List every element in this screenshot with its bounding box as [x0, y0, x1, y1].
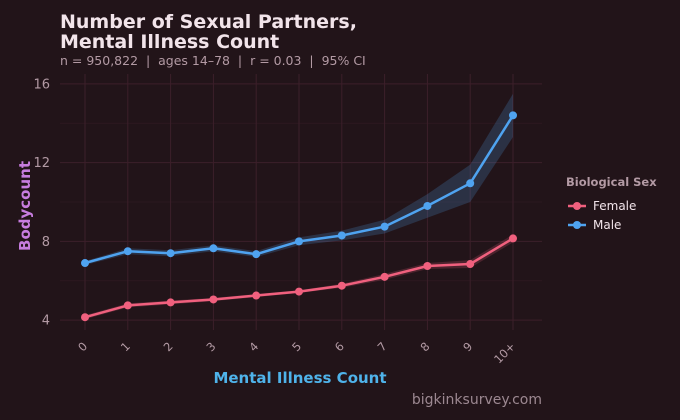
- y-tick-label: 8: [42, 235, 50, 250]
- data-point-male: [466, 179, 475, 188]
- data-point-female: [123, 301, 132, 310]
- data-point-male: [123, 247, 132, 256]
- x-tick-label: 6: [332, 339, 347, 354]
- ci-band-layer: [85, 93, 513, 320]
- data-point-female: [423, 262, 432, 270]
- x-tick-label: 1: [118, 339, 133, 354]
- chart-title-line-1: Number of Sexual Partners,: [60, 11, 357, 33]
- legend: Biological Sex Female Male: [566, 175, 657, 232]
- x-tick-label: 7: [375, 339, 390, 354]
- x-tick-label: 0: [75, 339, 90, 354]
- legend-label: Female: [593, 199, 636, 213]
- legend-label: Male: [593, 218, 621, 232]
- data-point-female: [81, 313, 89, 322]
- x-tick-labels: 0 1 2 3 4 5 6 7 8 9 10+: [75, 339, 518, 366]
- data-point-female: [337, 281, 346, 290]
- data-point-female: [295, 287, 303, 296]
- x-tick-label: 8: [417, 339, 432, 354]
- y-tick-labels: 4 8 12 16: [33, 77, 50, 328]
- data-point-male: [423, 201, 432, 210]
- legend-items: Female Male: [568, 199, 636, 232]
- x-tick-label: 5: [289, 339, 304, 354]
- ci-band-male: [85, 93, 513, 265]
- data-point-female: [252, 291, 261, 300]
- x-tick-label: 3: [203, 339, 218, 354]
- legend-swatch-dot: [573, 221, 581, 229]
- data-point-male: [337, 231, 346, 240]
- x-tick-label: 2: [161, 339, 176, 354]
- y-axis-label: Bodycount: [16, 161, 34, 251]
- series-point-layer: [81, 111, 517, 322]
- legend-item-female: Female: [568, 199, 636, 213]
- chart-title-line-2: Mental Illness Count: [60, 31, 279, 53]
- y-tick-label: 16: [33, 77, 50, 92]
- data-point-male: [81, 259, 89, 268]
- legend-title: Biological Sex: [566, 175, 657, 189]
- y-tick-label: 4: [42, 314, 50, 329]
- data-point-male: [509, 111, 517, 120]
- chart-subtitle: n = 950,822 | ages 14–78 | r = 0.03 | 95…: [60, 53, 366, 68]
- legend-swatch-dot: [573, 202, 581, 210]
- data-point-male: [252, 250, 261, 259]
- data-point-male: [295, 237, 303, 246]
- data-point-female: [466, 260, 475, 269]
- data-point-female: [509, 234, 517, 243]
- data-point-male: [166, 249, 175, 258]
- watermark: bigkinksurvey.com: [412, 392, 542, 408]
- data-point-female: [209, 295, 218, 304]
- legend-item-male: Male: [568, 218, 621, 232]
- data-point-male: [209, 244, 218, 253]
- data-point-female: [166, 298, 175, 307]
- x-tick-label: 10+: [491, 339, 518, 366]
- y-tick-label: 12: [33, 156, 50, 171]
- x-tick-label: 4: [246, 339, 261, 354]
- data-point-female: [380, 272, 389, 281]
- x-tick-label: 9: [460, 339, 475, 354]
- data-point-male: [380, 222, 389, 231]
- x-axis-label: Mental Illness Count: [213, 369, 386, 387]
